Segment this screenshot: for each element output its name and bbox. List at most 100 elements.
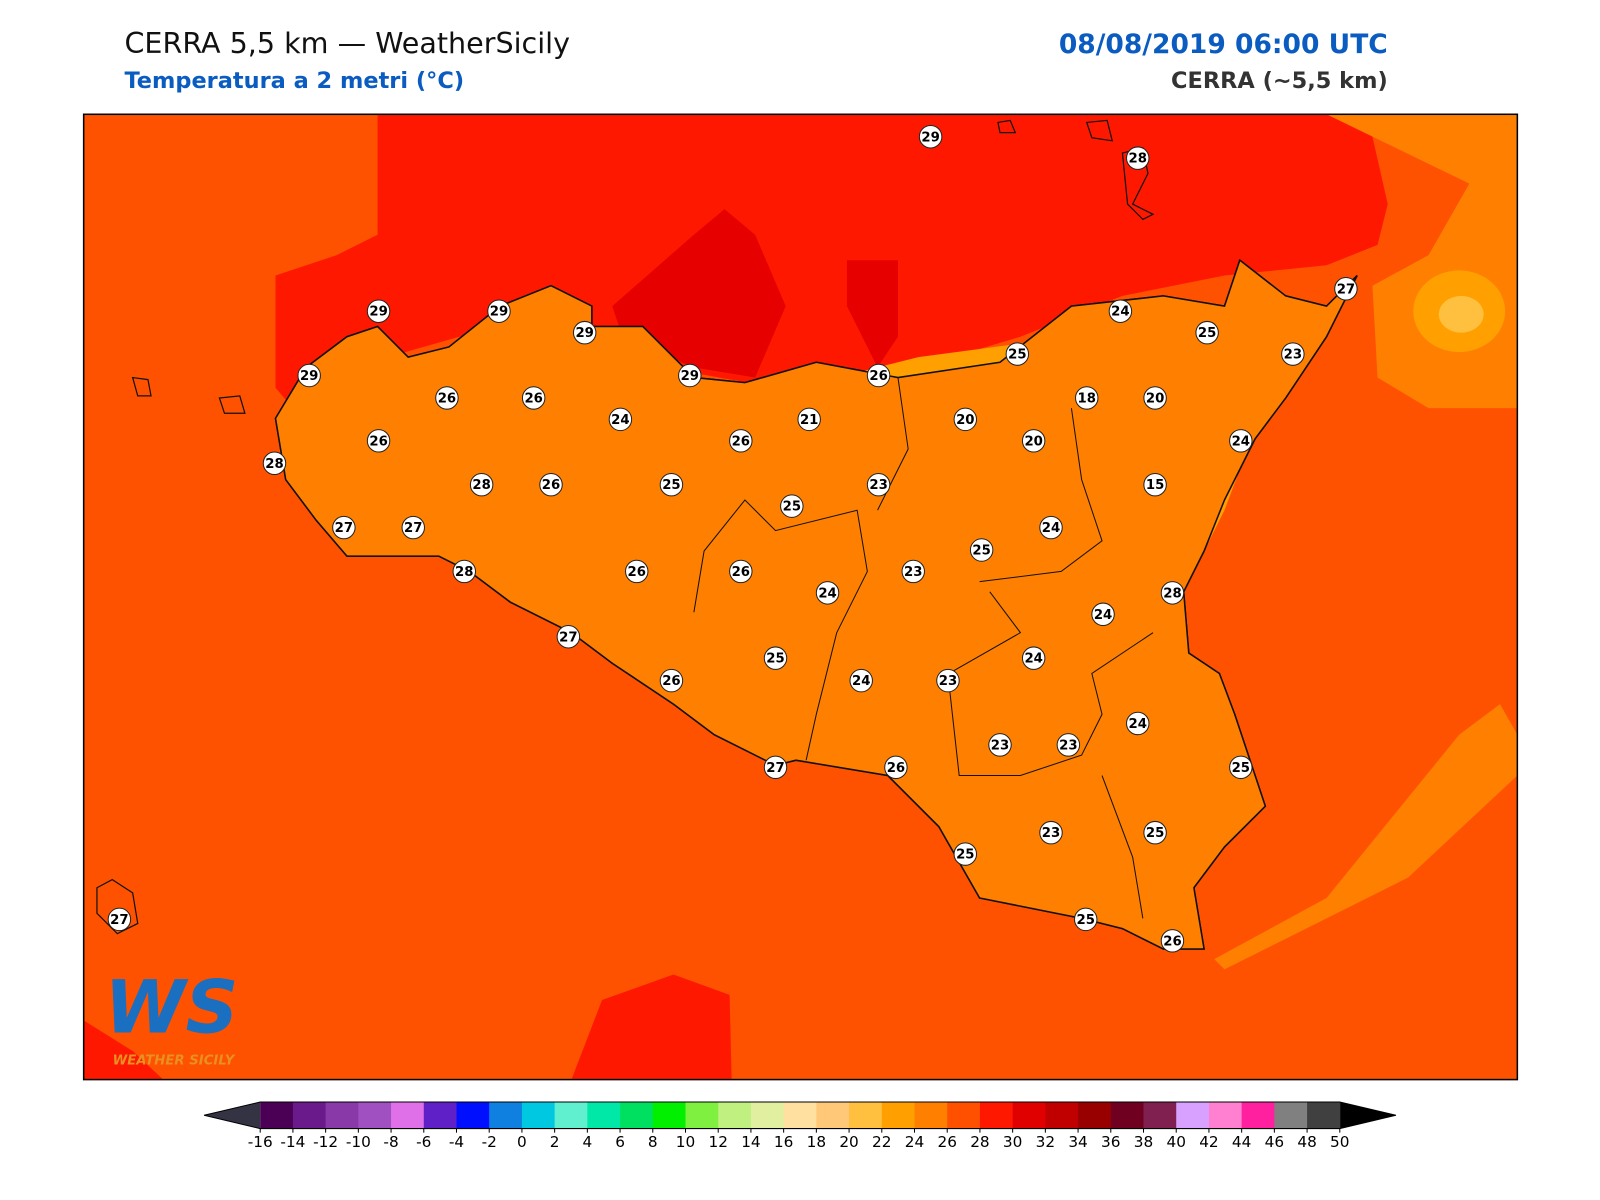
province-border xyxy=(693,377,1154,919)
colorbar-tick-label: 18 xyxy=(807,1133,826,1151)
station-marker xyxy=(521,386,546,410)
title: CERRA 5,5 km — WeatherSicily xyxy=(124,26,570,60)
station-marker xyxy=(1075,386,1099,410)
model: CERRA (~5,5 km) xyxy=(1171,68,1388,94)
station-value: 25 xyxy=(766,652,784,667)
station-value: 24 xyxy=(1111,305,1129,320)
station-marker xyxy=(1229,755,1253,780)
colorbar-swatch xyxy=(979,1102,1014,1129)
colorbar-tick-label: 48 xyxy=(1297,1133,1316,1151)
colorbar-tick-label: -14 xyxy=(280,1133,305,1151)
station-value: 25 xyxy=(783,500,801,515)
station-value: 25 xyxy=(1146,826,1164,841)
colorbar-swatch xyxy=(1110,1102,1145,1129)
station-marker xyxy=(866,363,891,388)
colorbar-tick-label: 44 xyxy=(1232,1133,1251,1151)
colorbar-under xyxy=(204,1102,261,1129)
station-marker xyxy=(401,515,425,540)
station-value: 27 xyxy=(110,913,128,928)
colorbar-tick-label: 46 xyxy=(1265,1133,1284,1151)
colorbar-tick-label: 6 xyxy=(615,1133,625,1151)
station-value: 21 xyxy=(800,413,818,428)
station-value: 26 xyxy=(524,391,542,406)
station-value: 27 xyxy=(404,521,422,536)
colorbar-tick-label: 30 xyxy=(1003,1133,1022,1151)
station-value: 26 xyxy=(542,478,560,493)
station-value: 25 xyxy=(1076,913,1094,928)
station-marker xyxy=(1005,342,1030,366)
colorbar: -16 -14 -12 -10 -8 -6 -4 -2 0 2 4 6 8 10 12 14 16 18 20 22 2… xyxy=(203,1101,1397,1151)
colorbar-tick-label: 36 xyxy=(1101,1133,1120,1151)
station-marker xyxy=(1281,342,1305,366)
colorbar-swatch xyxy=(521,1102,556,1129)
station-marker xyxy=(918,125,943,149)
colorbar-swatch xyxy=(685,1102,719,1129)
station-marker xyxy=(1160,581,1185,605)
station-value: 24 xyxy=(1024,652,1042,667)
station-value: 26 xyxy=(732,434,750,449)
station-value: 24 xyxy=(818,586,836,601)
station-marker xyxy=(659,472,684,497)
map-frame xyxy=(82,113,1519,1081)
station-marker xyxy=(729,559,753,584)
station-value: 28 xyxy=(455,565,473,580)
station-marker xyxy=(866,472,891,497)
station-marker xyxy=(763,755,788,780)
island xyxy=(96,878,139,935)
station-value: 27 xyxy=(766,761,784,776)
station-value: 29 xyxy=(921,130,939,145)
station-marker xyxy=(1021,646,1046,670)
station-value: 15 xyxy=(1146,478,1164,493)
colorbar-swatch xyxy=(587,1102,621,1129)
station-value: 29 xyxy=(369,305,387,320)
colorbar-swatch xyxy=(325,1102,359,1129)
station-value: 29 xyxy=(575,326,593,341)
colorbar-over xyxy=(1339,1102,1396,1129)
station-value: 23 xyxy=(869,478,887,493)
colorbar-tick-label: -12 xyxy=(313,1133,338,1151)
colorbar-tick-label: -6 xyxy=(416,1133,431,1151)
station-value: 28 xyxy=(472,478,490,493)
colorbar-swatch xyxy=(391,1102,425,1129)
colorbar-swatch xyxy=(947,1102,981,1129)
colorbar-tick-label: 4 xyxy=(582,1133,592,1151)
station-value: 23 xyxy=(1042,826,1060,841)
colorbar-tick-label: 26 xyxy=(937,1133,956,1151)
colorbar-swatch xyxy=(1078,1102,1112,1129)
colorbar-tick-label: 16 xyxy=(774,1133,793,1151)
station-marker xyxy=(678,363,702,388)
colorbar-swatch xyxy=(849,1102,883,1129)
station-value: 29 xyxy=(300,369,318,384)
station-marker xyxy=(262,451,287,475)
colorbar-swatch xyxy=(652,1102,687,1129)
colorbar-tick-label: 40 xyxy=(1166,1133,1185,1151)
station-marker xyxy=(901,559,925,584)
station-marker xyxy=(1160,929,1185,953)
hot-area xyxy=(612,209,786,378)
station-marker xyxy=(1126,711,1150,736)
colorbar-tick-label: 32 xyxy=(1036,1133,1055,1151)
colorbar-swatch xyxy=(1012,1102,1046,1129)
station-marker xyxy=(1056,733,1081,757)
station-marker xyxy=(1039,515,1063,540)
calabria-field xyxy=(1438,295,1484,333)
colorbar-swatch xyxy=(750,1102,785,1129)
colorbar-swatch xyxy=(1045,1102,1079,1129)
colorbar-outline xyxy=(203,1101,1397,1130)
colorbar-tick-label: 42 xyxy=(1199,1133,1218,1151)
colorbar-swatch xyxy=(881,1102,916,1129)
station-value: 27 xyxy=(559,630,577,645)
colorbar-tick-label: 2 xyxy=(550,1133,560,1151)
colorbar-swatch xyxy=(358,1102,392,1129)
warm-area xyxy=(571,974,732,1080)
station-marker xyxy=(1143,472,1167,497)
colorbar-swatch xyxy=(620,1102,654,1129)
station-marker xyxy=(1195,320,1219,345)
date: 08/08/2019 06:00 UTC xyxy=(1059,29,1388,60)
colorbar-tick-label: -4 xyxy=(449,1133,464,1151)
station-value: 20 xyxy=(1146,391,1164,406)
colorbar-tick-label: 8 xyxy=(648,1133,658,1151)
station-value: 26 xyxy=(438,391,456,406)
station-marker xyxy=(366,299,391,323)
